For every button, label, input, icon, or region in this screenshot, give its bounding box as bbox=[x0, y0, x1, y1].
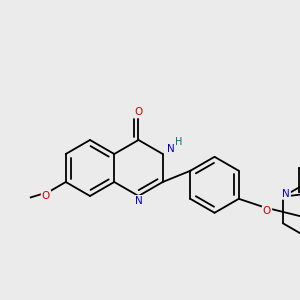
Text: H: H bbox=[175, 137, 182, 147]
Text: O: O bbox=[42, 191, 50, 201]
Text: N: N bbox=[135, 196, 142, 206]
Text: N: N bbox=[282, 189, 290, 199]
Text: O: O bbox=[134, 107, 142, 117]
Text: N: N bbox=[167, 144, 175, 154]
Text: O: O bbox=[263, 206, 271, 216]
